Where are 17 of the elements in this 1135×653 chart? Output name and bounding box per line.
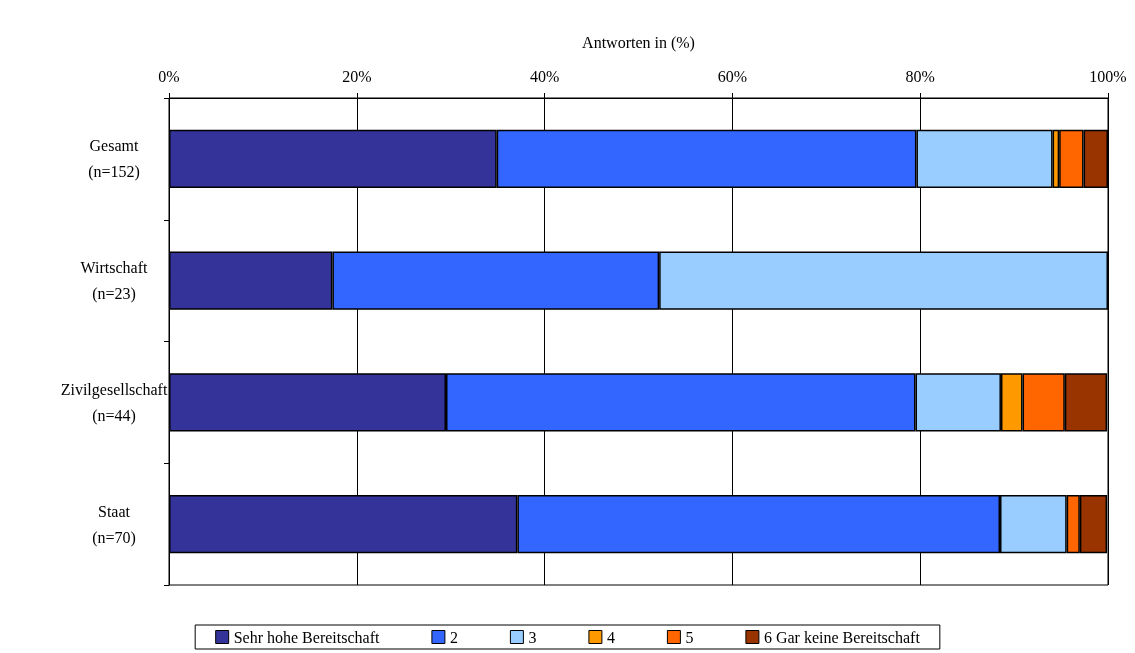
x-tick-label: 60% [717,67,748,85]
legend-label: Sehr hohe Bereitschaft [233,628,380,646]
legend-label: 2 [449,628,458,646]
legend-label: 3 [528,628,537,646]
y-tick-label: Staat (n=70) [92,502,136,547]
legend-label: 5 [685,628,694,646]
y-tick-label: Wirtschaft (n=23) [80,259,148,304]
y-tick-label: Gesamt (n=152) [88,137,140,182]
x-tick-label: 100% [1089,67,1127,85]
x-tick-label: 80% [905,67,935,85]
legend-label: 4 [606,628,615,646]
y-tick-label: Zivilgesellschaft (n=44) [60,380,168,425]
x-tick-label: 40% [529,67,560,85]
legend-label: 6 Gar keine Bereitschaft [763,628,921,646]
x-tick-label: 20% [342,67,372,85]
x-axis-title: Antworten in (%) [582,33,695,52]
x-tick-label: 0% [158,67,180,85]
